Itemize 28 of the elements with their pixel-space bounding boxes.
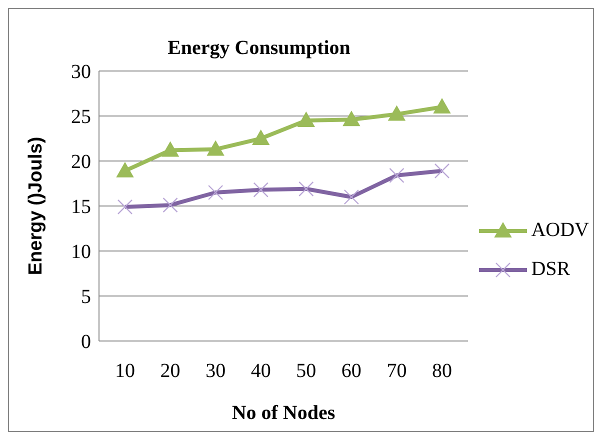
- x-tick-label: 60: [341, 360, 362, 382]
- y-tick-label: 30: [71, 61, 91, 84]
- y-axis-title: Energy ()Jouls): [26, 136, 47, 276]
- x-tick-label: 30: [206, 360, 226, 382]
- x-tick-label: 10: [115, 360, 135, 382]
- chart-title: Energy Consumption: [166, 37, 352, 60]
- point: [116, 162, 134, 178]
- x-axis-title: No of Nodes: [232, 402, 336, 424]
- point: [298, 112, 315, 127]
- x-tick-label: 70: [386, 360, 407, 382]
- point: [388, 106, 406, 121]
- x-tick-label: 80: [432, 360, 452, 382]
- legend-label: AODV: [531, 219, 589, 242]
- point: [252, 130, 270, 145]
- y-tick-label: 20: [71, 151, 91, 174]
- y-tick-label: 5: [81, 286, 91, 308]
- x-tick-label: 40: [250, 360, 271, 382]
- y-tick-label: 10: [71, 241, 91, 264]
- point: [162, 142, 179, 157]
- x-tick-label: 20: [160, 360, 180, 382]
- point: [342, 111, 360, 126]
- legend-label: DSR: [531, 258, 570, 281]
- point: [207, 140, 224, 156]
- y-tick-label: 25: [71, 106, 91, 128]
- y-tick-label: 15: [71, 196, 91, 218]
- point: [434, 98, 450, 114]
- y-tick-label: 0: [81, 331, 91, 354]
- x-tick-label: 50: [296, 360, 316, 382]
